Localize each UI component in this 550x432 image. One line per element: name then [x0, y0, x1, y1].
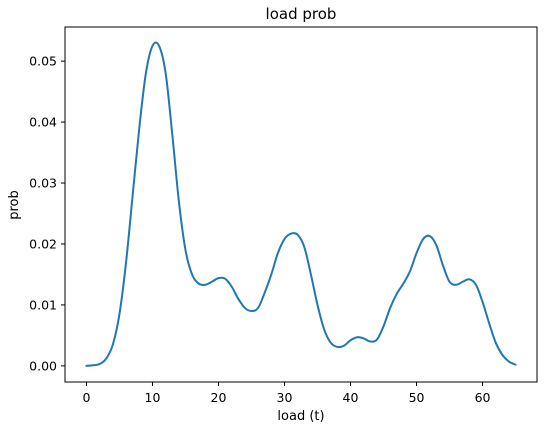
- plot-area: [65, 27, 537, 382]
- x-tick-label: 60: [475, 390, 491, 405]
- y-axis: 0.00 0.01 0.02 0.03 0.04 0.05: [29, 54, 65, 373]
- chart-title: load prob: [266, 5, 337, 23]
- y-tick-label: 0.00: [29, 358, 57, 373]
- y-tick-label: 0.04: [29, 115, 57, 130]
- x-tick-label: 20: [211, 390, 227, 405]
- y-axis-label: prob: [7, 190, 22, 220]
- x-tick-label: 0: [82, 390, 90, 405]
- plot-frame: [64, 26, 538, 383]
- y-tick-label: 0.05: [29, 54, 57, 69]
- x-axis-label: load (t): [277, 409, 324, 424]
- series-layer: [85, 41, 517, 367]
- x-tick-label: 10: [145, 390, 161, 405]
- y-tick-label: 0.02: [29, 236, 57, 251]
- series-line: [85, 41, 517, 367]
- x-tick-label: 30: [277, 390, 293, 405]
- y-tick-label: 0.03: [29, 176, 57, 191]
- y-tick-label: 0.01: [29, 297, 57, 312]
- x-tick-label: 40: [343, 390, 359, 405]
- x-tick-label: 50: [409, 390, 425, 405]
- x-axis: 0 10 20 30 40 50 60: [82, 382, 491, 405]
